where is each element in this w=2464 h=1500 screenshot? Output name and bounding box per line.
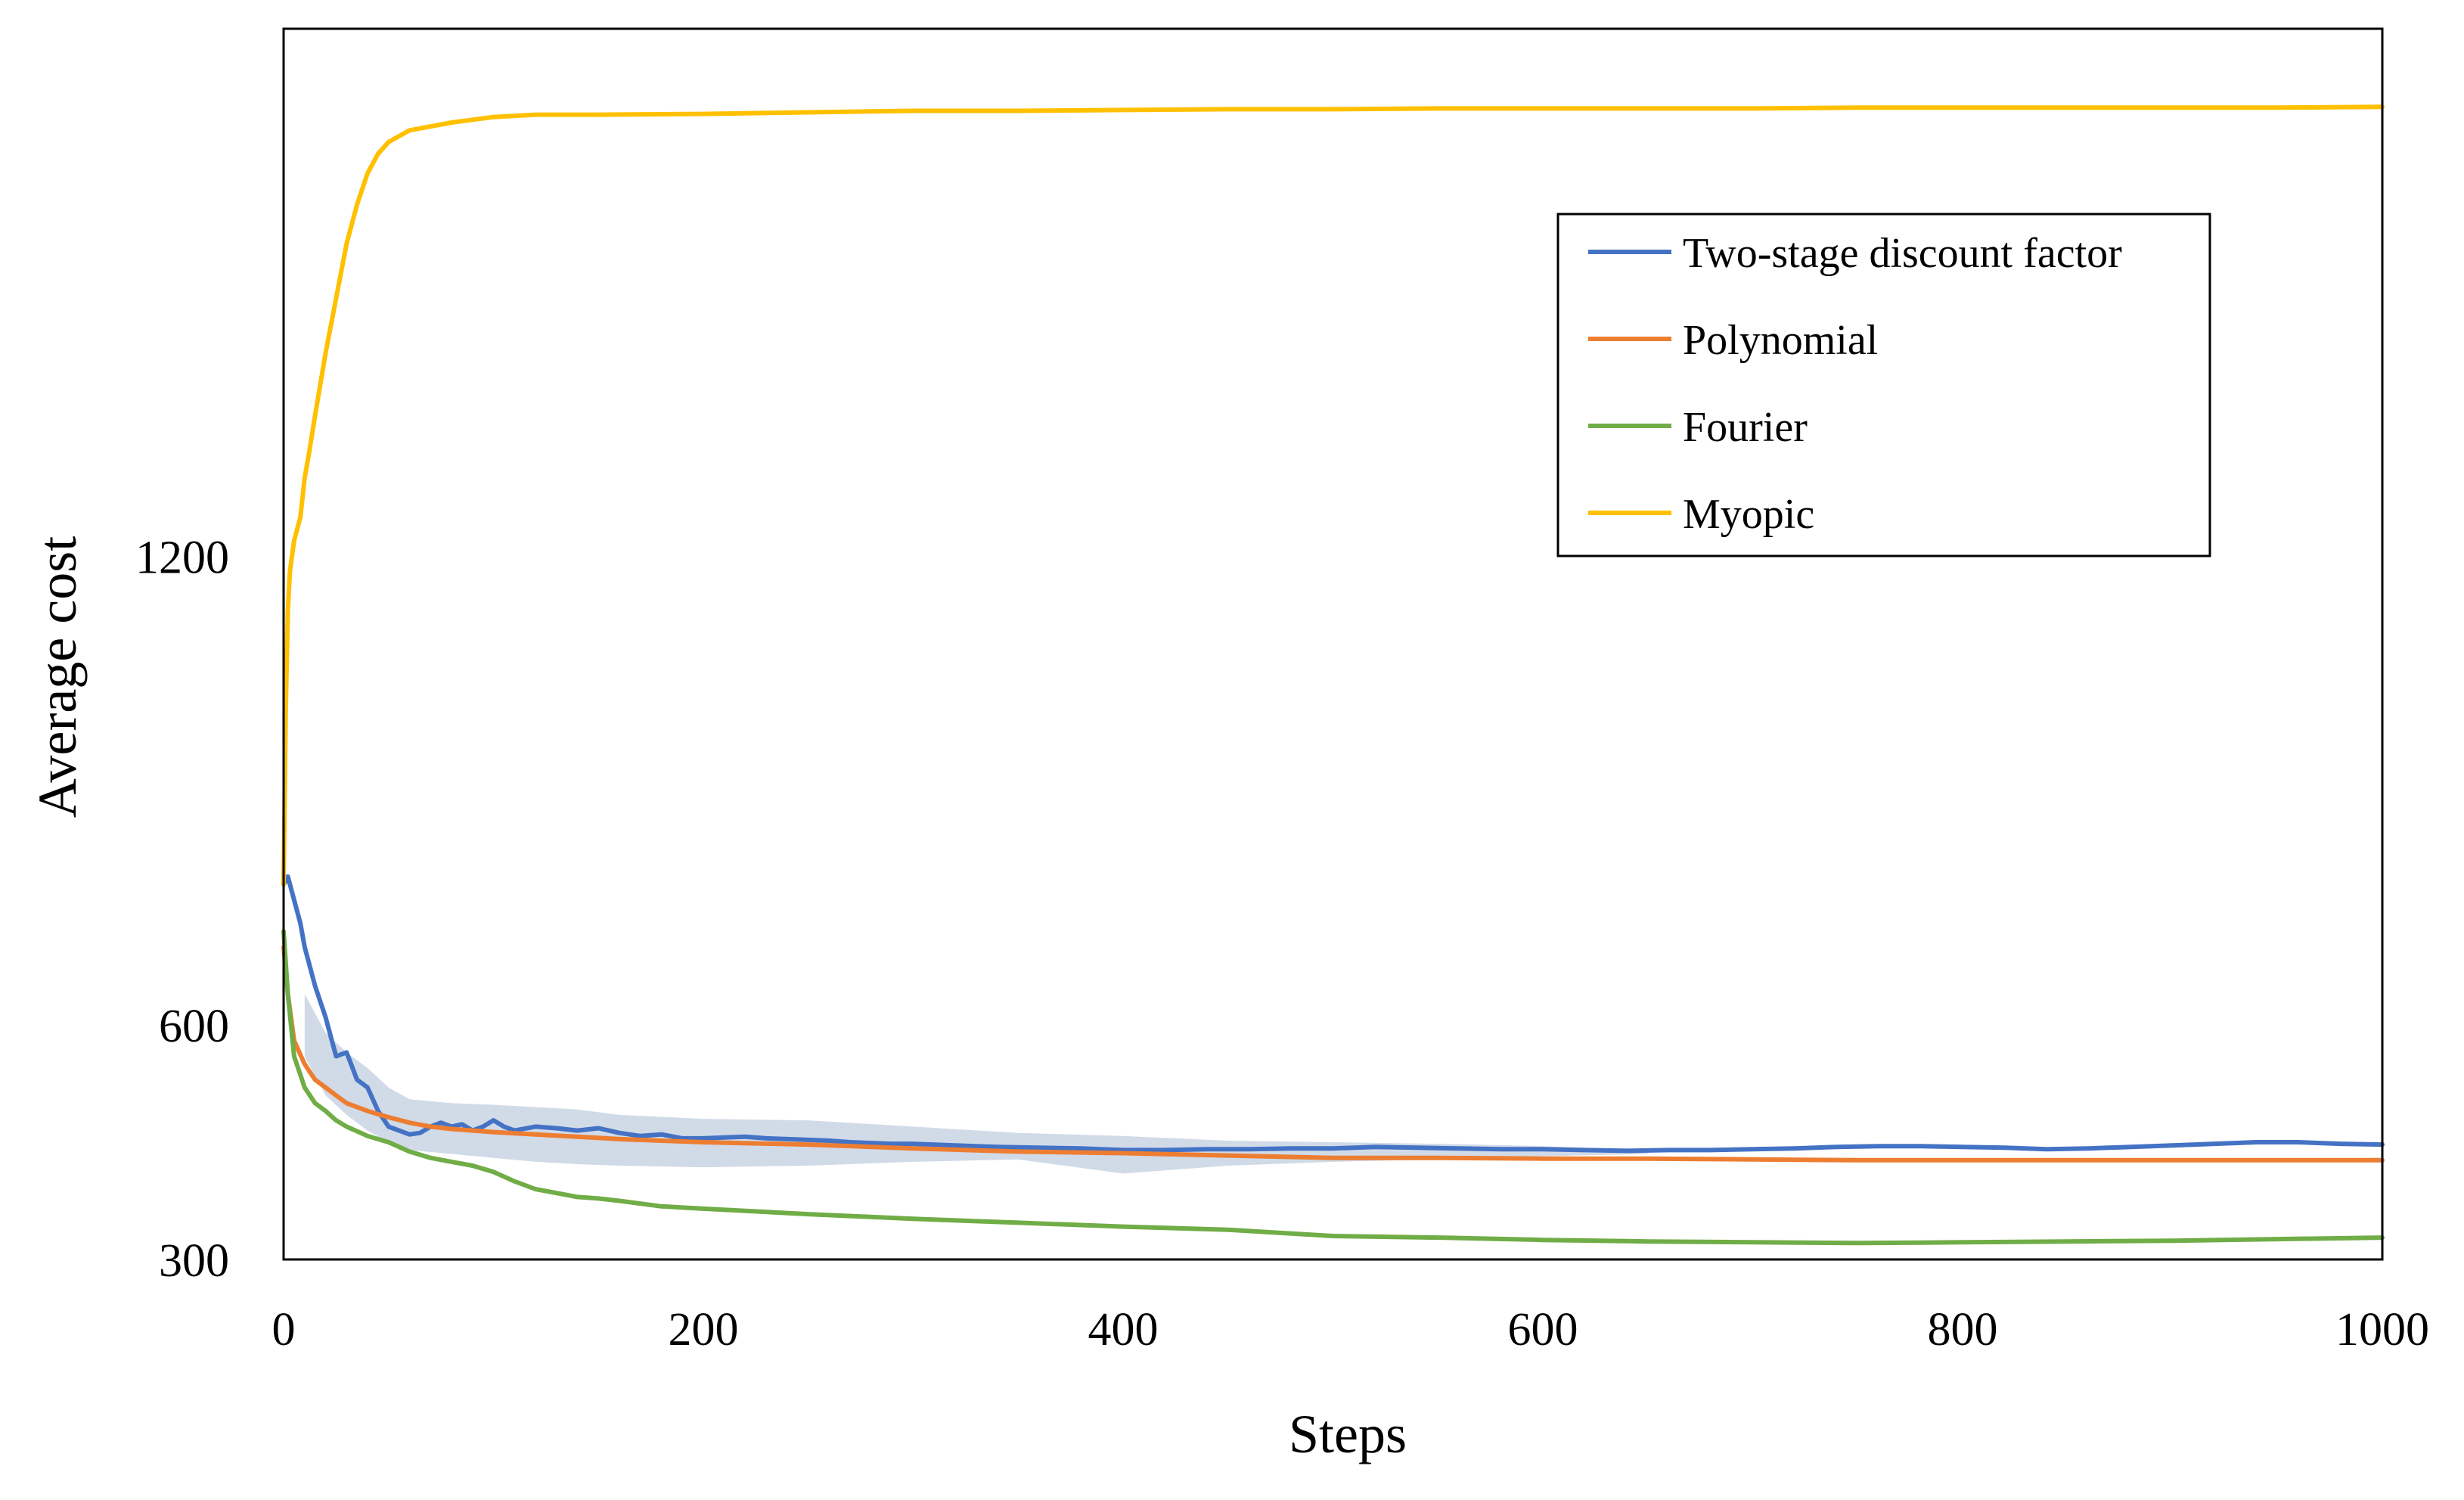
plot-area — [281, 27, 2385, 1261]
x-tick-label: 600 — [1508, 1304, 1578, 1356]
confidence-band-layer — [304, 993, 1648, 1174]
y-tick-label: 300 — [159, 1235, 229, 1287]
y-tick-label: 1200 — [135, 532, 229, 583]
x-tick-label: 1000 — [2335, 1304, 2429, 1356]
x-tick-label: 0 — [272, 1304, 296, 1356]
x-tick-label: 200 — [669, 1304, 739, 1356]
x-tick-label: 800 — [1928, 1304, 1998, 1356]
legend-label-fourier: Fourier — [1683, 404, 1808, 451]
y-axis-label: Average cost — [27, 536, 88, 818]
legend-label-two-stage-discount-factor: Two-stage discount factor — [1683, 230, 2122, 277]
legend: Two-stage discount factor Polynomial Fouri… — [1556, 213, 2211, 557]
legend-label-polynomial: Polynomial — [1683, 317, 1878, 364]
y-tick-label: 600 — [159, 1001, 229, 1052]
plot-frame — [282, 27, 2384, 1261]
confidence-band — [304, 993, 1648, 1174]
x-axis-label: Steps — [1289, 1404, 1407, 1464]
x-tick-label: 400 — [1088, 1304, 1159, 1356]
series-line-fourier — [281, 929, 2385, 1246]
tick-label-layer: 0 200 400 600 800 1000 300 600 1200 — [135, 532, 2429, 1356]
series-layer — [281, 104, 2385, 1246]
legend-entries: Two-stage discount factor Polynomial Fouri… — [1588, 230, 2122, 538]
series-line-myopic — [281, 104, 2385, 887]
series-line-polynomial — [281, 944, 2385, 1163]
series-line-two-stage-discount-factor — [281, 874, 2385, 1154]
legend-box — [1556, 213, 2211, 557]
legend-label-myopic: Myopic — [1683, 491, 1814, 538]
